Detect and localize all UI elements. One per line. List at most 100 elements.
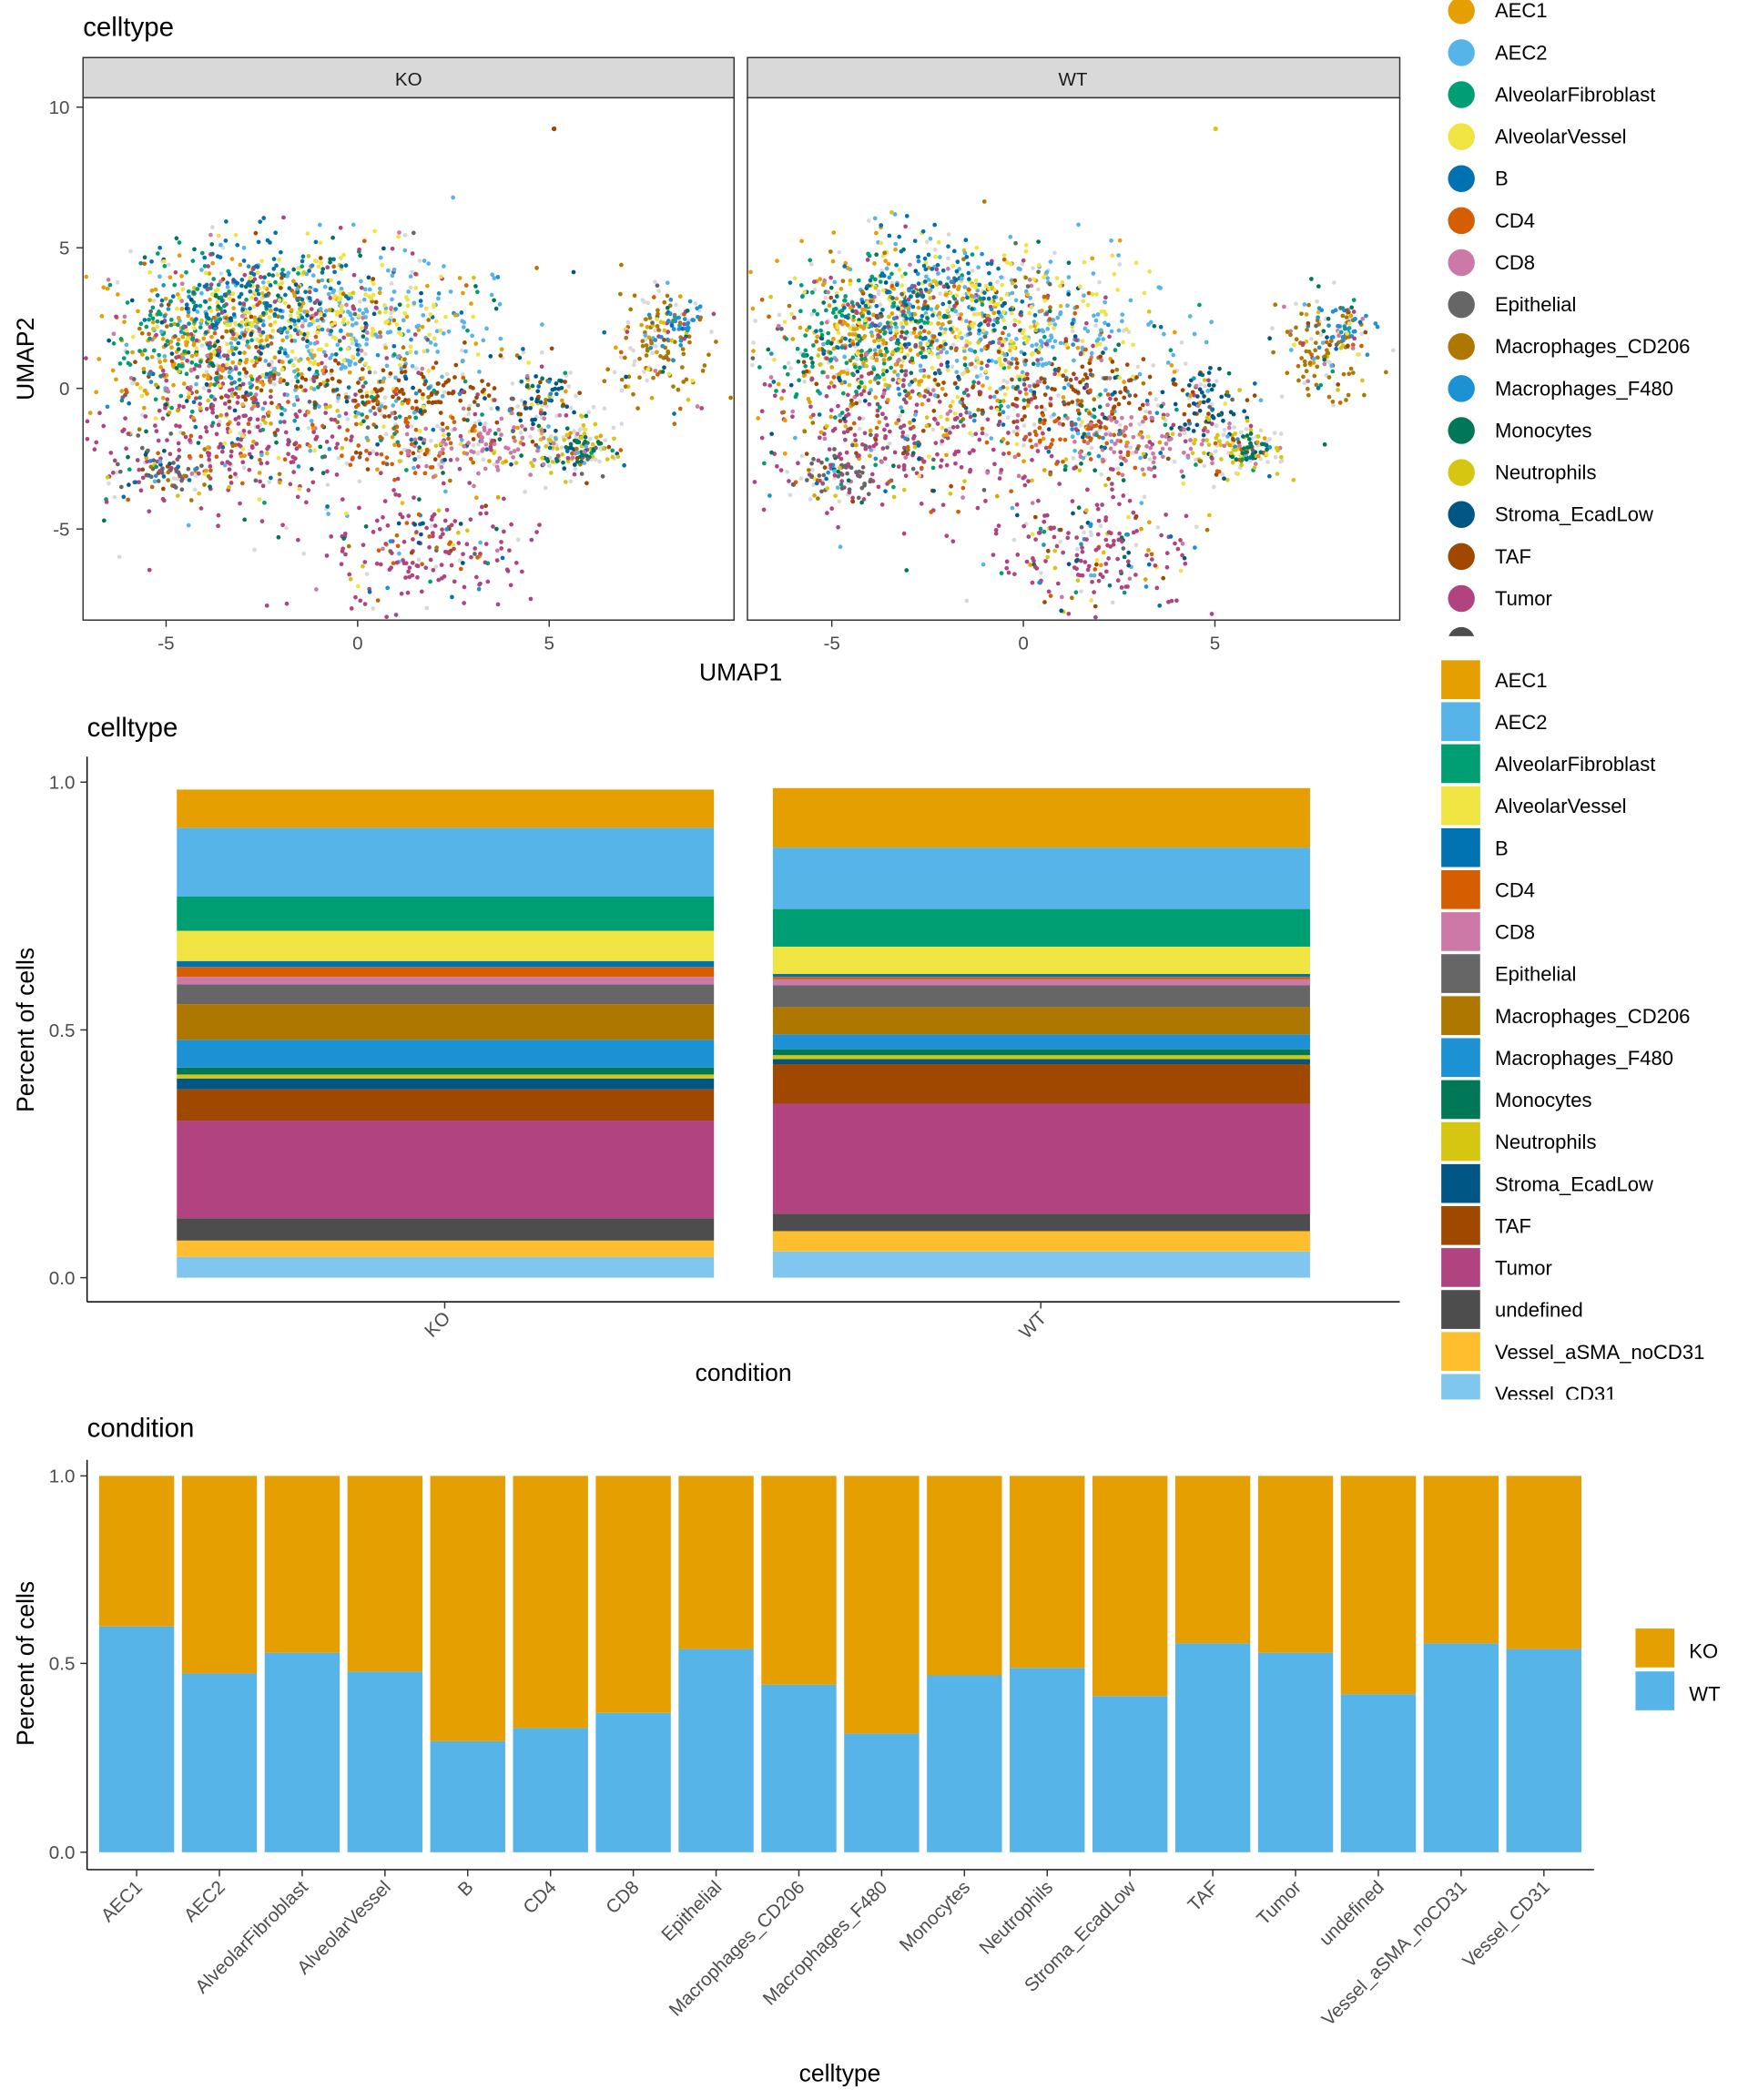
umap-point [405,590,411,595]
umap-point [343,511,349,516]
umap-point [242,350,247,355]
umap-point [388,539,393,543]
umap-point [1139,501,1144,505]
umap-point [808,497,813,502]
umap-point [665,337,670,342]
umap-point [152,479,158,484]
umap-point [447,542,452,546]
umap-point [374,518,380,523]
umap-point [826,330,831,336]
umap-point [839,472,845,477]
umap-point [700,369,706,373]
umap-point [495,275,501,279]
umap-point [821,341,826,347]
umap-point [1108,544,1113,549]
umap-point [1117,502,1122,507]
umap-point [340,362,345,368]
umap-point [958,330,962,336]
umap-point [382,414,387,419]
umap-point [433,319,439,324]
umap-point [461,552,465,557]
umap-point [421,404,426,410]
umap-point [355,348,361,352]
umap-point [1115,578,1121,583]
umap-point [540,376,544,381]
umap-point [357,505,361,511]
umap-point [275,428,280,432]
umap-point [358,451,363,456]
umap-point [382,302,387,308]
umap-point [278,420,283,424]
umap-point [265,238,270,243]
umap-point [1049,453,1054,459]
umap-point [509,522,513,527]
umap-point [944,432,950,438]
umap-point [1309,337,1314,341]
umap-point [162,314,168,319]
umap-point [426,400,432,405]
umap-point [912,311,918,317]
umap-point [154,464,158,470]
umap-point [530,439,535,444]
umap-point [188,331,194,337]
umap-point [1045,276,1051,280]
umap-point [412,437,418,442]
umap-point [1076,505,1082,511]
umap-point [946,232,951,237]
umap-point [229,481,234,485]
umap-point [784,337,789,341]
umap-point [1006,431,1011,435]
umap-point [778,468,784,472]
umap-point [639,322,644,328]
umap-point [879,352,884,358]
umap-point [914,402,920,407]
umap-point [899,334,904,340]
umap-point [869,370,874,375]
umap-point [812,493,817,498]
umap-point [936,355,941,360]
umap-point [833,493,838,499]
umap-point [1178,538,1183,543]
umap-point [1020,261,1025,267]
umap-point [153,287,158,292]
umap-point [364,337,370,342]
umap-point [381,379,386,384]
umap-point [1021,443,1026,448]
umap-point [918,340,923,346]
umap-point [751,340,756,345]
umap-point [331,295,337,300]
umap-point [896,386,901,391]
umap-point [160,337,166,341]
umap-point [1090,256,1095,261]
umap-point [1066,292,1072,297]
umap-point [1039,357,1044,361]
umap-point [839,486,845,491]
umap-point [307,289,312,295]
umap-point [384,614,389,620]
umap-point [178,393,184,399]
umap-point [433,443,439,449]
umap-point [1010,280,1015,286]
umap-point [651,295,656,299]
umap-point [1021,351,1027,357]
umap-point [483,466,488,472]
umap-point [523,427,528,432]
umap-point [1047,321,1052,327]
umap-point [216,422,221,428]
umap-point [960,485,966,491]
umap-point [433,400,438,405]
umap-point [562,437,567,442]
umap-point [849,465,854,471]
umap-point [1013,284,1018,289]
umap-point [360,326,364,330]
umap-point [204,282,209,288]
umap-point [398,512,402,517]
umap-point [825,374,830,380]
umap-point [869,333,875,339]
umap-point [331,264,337,269]
umap-point [885,422,889,428]
umap-point [160,486,166,492]
umap-point [1006,332,1011,338]
umap-point [570,451,574,456]
umap-point [385,330,391,335]
